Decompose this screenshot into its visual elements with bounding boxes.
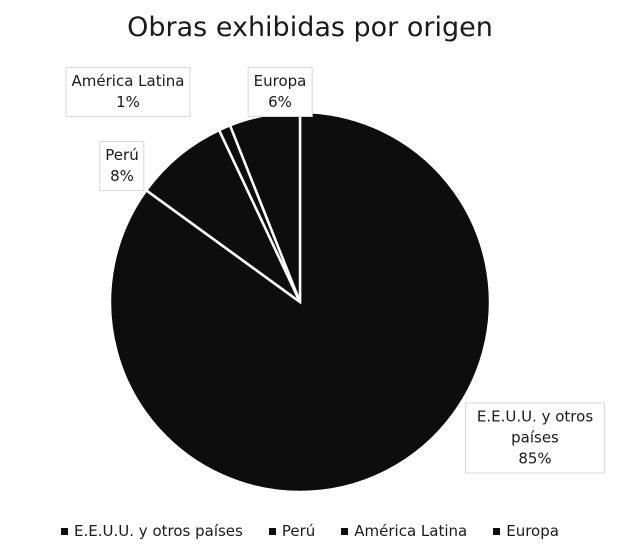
legend-item: Perú — [268, 522, 316, 540]
label-value: 8% — [110, 167, 134, 185]
legend-label: América Latina — [354, 522, 468, 540]
legend-label: Perú — [281, 522, 316, 540]
legend: E.E.U.U. y otros países Perú América Latin… — [0, 522, 620, 540]
legend-item: Europa — [493, 522, 559, 540]
data-label: Europa 6% — [247, 67, 313, 117]
pie-slice — [144, 128, 302, 304]
legend-swatch — [61, 527, 69, 535]
legend-label: E.E.U.U. y otros países — [74, 522, 243, 540]
legend-swatch — [268, 527, 276, 535]
label-category: América Latina — [71, 72, 185, 90]
data-label: E.E.U.U. y otros países 85% — [465, 402, 605, 474]
label-value: 1% — [116, 93, 140, 111]
legend-label: Europa — [506, 522, 559, 540]
label-value: 6% — [268, 93, 292, 111]
data-label: Perú 8% — [99, 141, 145, 191]
legend-swatch — [493, 527, 501, 535]
label-category: Europa — [253, 72, 307, 90]
legend-item: E.E.U.U. y otros países — [61, 522, 243, 540]
legend-swatch — [341, 527, 349, 535]
label-category: Perú — [105, 146, 139, 164]
label-category: E.E.U.U. y otros países — [476, 407, 594, 447]
legend-item: América Latina — [341, 522, 467, 540]
label-value: 85% — [518, 449, 552, 468]
chart-title: Obras exhibidas por origen — [127, 12, 493, 43]
data-label: América Latina 1% — [65, 67, 191, 117]
